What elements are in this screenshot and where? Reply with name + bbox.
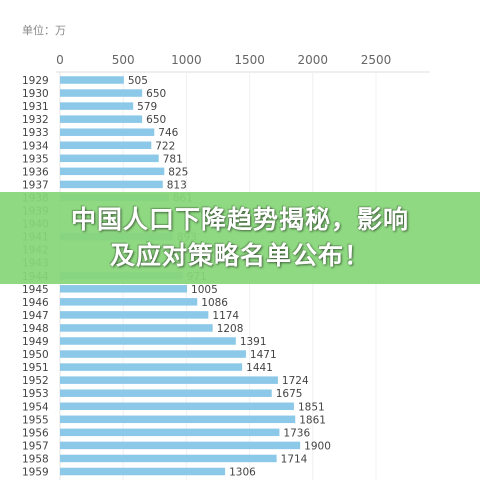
y-category-label: 1946: [22, 297, 49, 309]
bar: [60, 389, 272, 397]
y-category-label: 1935: [22, 153, 49, 165]
bar-value-label: 1900: [304, 440, 331, 452]
y-category-label: 1936: [22, 166, 49, 178]
y-category-label: 1958: [22, 453, 49, 465]
y-category-label: 1950: [22, 349, 49, 361]
bar: [60, 324, 213, 332]
bar-value-label: 813: [167, 179, 187, 191]
bar: [60, 298, 198, 306]
bar-value-label: 1851: [298, 401, 325, 413]
x-tick-label: 1000: [171, 53, 202, 67]
y-category-label: 1959: [22, 467, 49, 479]
bar-value-label: 1714: [281, 453, 308, 465]
bar-value-label: 1174: [212, 310, 239, 322]
y-category-label: 1934: [22, 140, 49, 152]
bar-value-label: 1391: [240, 336, 267, 348]
y-category-label: 1951: [22, 362, 49, 374]
bar-value-label: 1441: [246, 362, 273, 374]
bar-value-label: 722: [155, 140, 175, 152]
bar: [60, 415, 296, 424]
bar: [60, 350, 246, 358]
bar-value-label: 1724: [282, 375, 309, 387]
x-tick-label: 2500: [361, 53, 392, 67]
bar-value-label: 1471: [250, 349, 277, 361]
bar: [60, 311, 209, 319]
headline-banner: 中国人口下降趋势揭秘，影响 及应对策略名单公布！: [0, 192, 480, 284]
bar-value-label: 1086: [201, 297, 228, 309]
bar: [60, 89, 143, 97]
bar-value-label: 1736: [283, 427, 310, 439]
y-category-label: 1929: [22, 75, 49, 87]
bar-value-label: 746: [158, 127, 178, 139]
bar: [60, 376, 278, 384]
y-category-label: 1945: [22, 284, 49, 296]
unit-label: 单位：万: [22, 24, 66, 37]
bar: [60, 154, 159, 163]
bar-value-label: 650: [146, 114, 166, 126]
y-category-label: 1948: [22, 323, 49, 335]
bar: [60, 180, 163, 189]
y-category-label: 1954: [22, 401, 49, 413]
bar: [60, 402, 294, 410]
y-category-label: 1947: [22, 310, 49, 322]
bar-value-label: 505: [128, 75, 148, 87]
bar: [60, 128, 155, 136]
bar-value-label: 1861: [299, 414, 326, 426]
y-category-label: 1956: [22, 427, 49, 439]
x-tick-label: 2000: [298, 53, 329, 67]
y-category-label: 1937: [22, 179, 49, 191]
bar: [60, 102, 134, 110]
y-category-label: 1955: [22, 414, 49, 426]
bar-value-label: 1675: [276, 388, 303, 400]
bar: [60, 467, 226, 476]
y-category-label: 1952: [22, 375, 49, 387]
bar-value-label: 579: [137, 101, 157, 113]
bar-value-label: 825: [168, 166, 188, 178]
bar: [60, 141, 152, 149]
x-tick-label: 1500: [234, 53, 265, 67]
x-tick-label: 0: [56, 53, 64, 67]
y-category-label: 1931: [22, 101, 49, 113]
y-category-label: 1933: [22, 127, 49, 139]
bar: [60, 76, 124, 84]
bar-value-label: 1208: [217, 323, 244, 335]
bar: [60, 441, 301, 450]
bar: [60, 363, 243, 371]
y-category-label: 1957: [22, 440, 49, 452]
bar: [60, 337, 236, 345]
bar-value-label: 781: [163, 153, 183, 165]
bar-value-label: 1005: [191, 284, 218, 296]
headline-line-2: 及应对策略名单公布！: [109, 241, 370, 270]
y-category-label: 1949: [22, 336, 49, 348]
bar: [60, 285, 188, 293]
bar-value-label: 1306: [229, 467, 256, 479]
y-category-label: 1932: [22, 114, 49, 126]
bar: [60, 115, 143, 123]
bar: [60, 454, 277, 463]
y-category-label: 1953: [22, 388, 49, 400]
y-category-label: 1930: [22, 88, 49, 100]
bar-value-label: 650: [146, 88, 166, 100]
x-tick-label: 500: [112, 53, 135, 67]
bar: [60, 428, 280, 437]
headline-line-1: 中国人口下降趋势揭秘，影响: [70, 205, 409, 234]
bar: [60, 167, 165, 176]
